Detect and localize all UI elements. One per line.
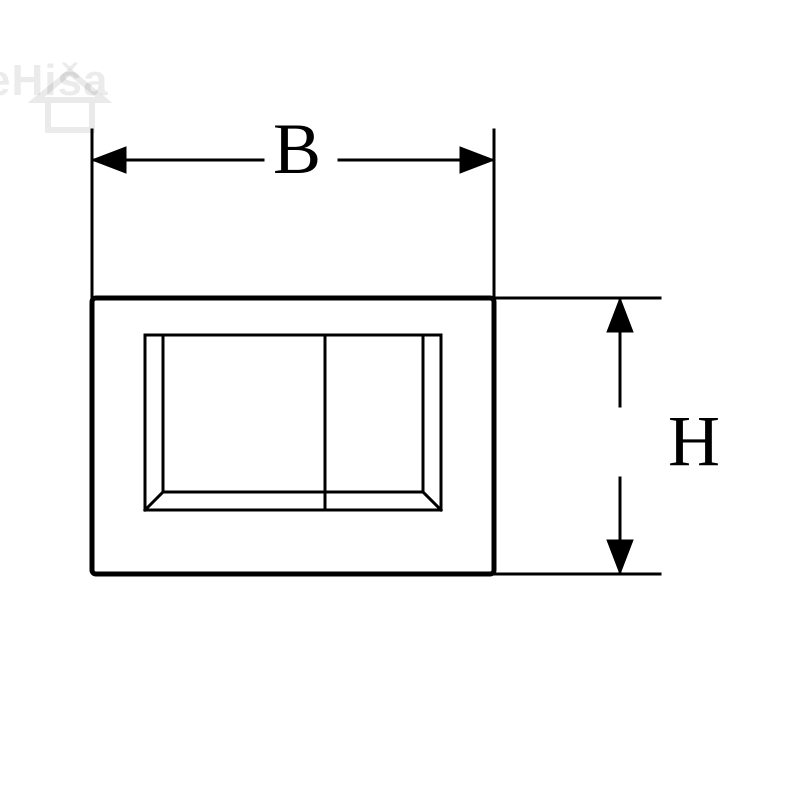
diagram-canvas: B H eHiša xyxy=(0,0,800,800)
dimension-width-label: B xyxy=(273,108,321,191)
dimension-height-label: H xyxy=(668,400,720,483)
watermark-text: eHiša xyxy=(0,56,108,106)
